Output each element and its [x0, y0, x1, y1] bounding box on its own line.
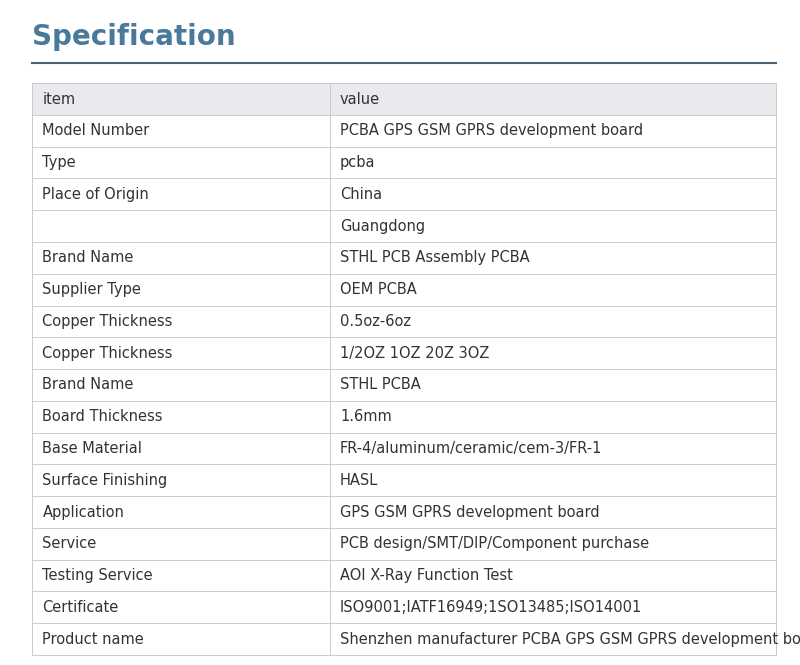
Text: Service: Service [42, 536, 97, 551]
Text: Specification: Specification [32, 23, 236, 51]
Text: Brand Name: Brand Name [42, 250, 134, 265]
Text: Guangdong: Guangdong [340, 219, 425, 233]
Text: Copper Thickness: Copper Thickness [42, 314, 173, 329]
Text: FR-4/aluminum/ceramic/cem-3/FR-1: FR-4/aluminum/ceramic/cem-3/FR-1 [340, 441, 602, 456]
Bar [32, 337, 776, 369]
Text: Copper Thickness: Copper Thickness [42, 346, 173, 360]
Text: item: item [42, 92, 75, 106]
Bar [32, 401, 776, 433]
Bar [32, 464, 776, 496]
Text: AOI X-Ray Function Test: AOI X-Ray Function Test [340, 568, 513, 583]
Text: Brand Name: Brand Name [42, 378, 134, 392]
Text: 0.5oz-6oz: 0.5oz-6oz [340, 314, 411, 329]
Bar [32, 178, 776, 210]
Bar [32, 242, 776, 274]
Text: Application: Application [42, 505, 124, 519]
Bar [32, 83, 776, 115]
Text: HASL: HASL [340, 473, 378, 488]
Bar [32, 528, 776, 560]
Text: Certificate: Certificate [42, 600, 118, 615]
Bar [32, 369, 776, 401]
Bar [32, 274, 776, 305]
Text: 1/2OZ 1OZ 20Z 3OZ: 1/2OZ 1OZ 20Z 3OZ [340, 346, 490, 360]
Text: Base Material: Base Material [42, 441, 142, 456]
Bar [32, 305, 776, 337]
Text: PCB design/SMT/DIP/Component purchase: PCB design/SMT/DIP/Component purchase [340, 536, 649, 551]
Text: Product name: Product name [42, 632, 144, 646]
Bar [32, 210, 776, 242]
Text: OEM PCBA: OEM PCBA [340, 282, 417, 297]
Bar [32, 115, 776, 147]
Text: pcba: pcba [340, 155, 375, 170]
Text: China: China [340, 187, 382, 202]
Text: PCBA GPS GSM GPRS development board: PCBA GPS GSM GPRS development board [340, 123, 643, 138]
Text: value: value [340, 92, 380, 106]
Text: GPS GSM GPRS development board: GPS GSM GPRS development board [340, 505, 600, 519]
Text: Board Thickness: Board Thickness [42, 409, 163, 424]
Text: Supplier Type: Supplier Type [42, 282, 142, 297]
Text: Testing Service: Testing Service [42, 568, 153, 583]
Text: ISO9001;IATF16949;1SO13485;ISO14001: ISO9001;IATF16949;1SO13485;ISO14001 [340, 600, 642, 615]
Text: 1.6mm: 1.6mm [340, 409, 392, 424]
Bar [32, 496, 776, 528]
Text: STHL PCB Assembly PCBA: STHL PCB Assembly PCBA [340, 250, 530, 265]
Bar [32, 591, 776, 623]
Bar [32, 560, 776, 591]
Text: Place of Origin: Place of Origin [42, 187, 149, 202]
Text: Surface Finishing: Surface Finishing [42, 473, 168, 488]
Text: Shenzhen manufacturer PCBA GPS GSM GPRS development board: Shenzhen manufacturer PCBA GPS GSM GPRS … [340, 632, 800, 646]
Text: STHL PCBA: STHL PCBA [340, 378, 421, 392]
Text: Type: Type [42, 155, 76, 170]
Bar [32, 433, 776, 464]
Bar [32, 623, 776, 655]
Bar [32, 147, 776, 178]
Text: Model Number: Model Number [42, 123, 150, 138]
